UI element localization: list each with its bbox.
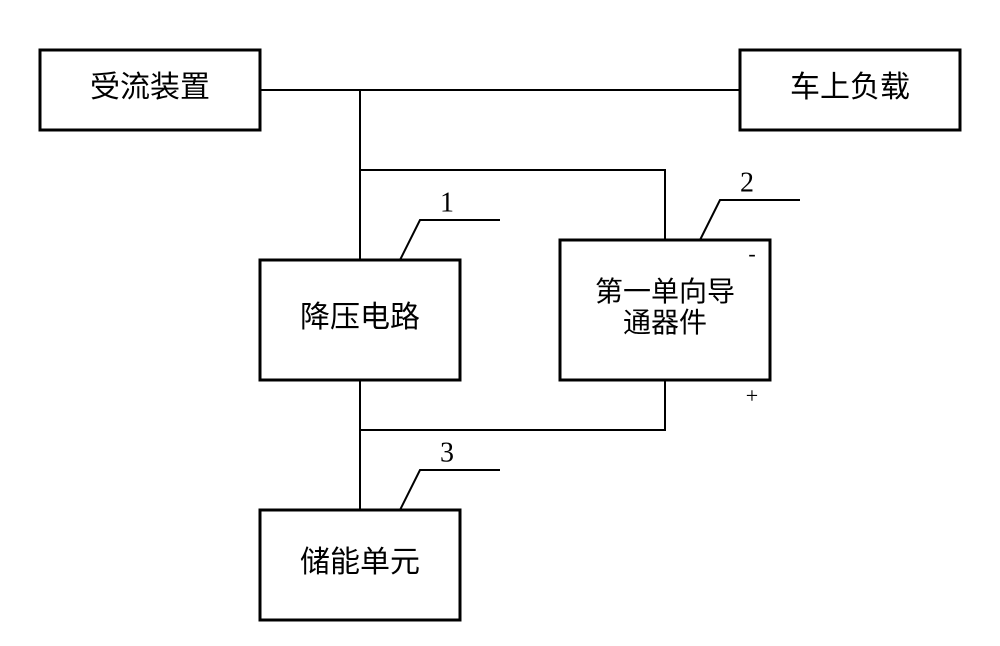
node-label-receiving_device: 受流装置 [90, 71, 210, 104]
minus-sign: - [748, 241, 755, 266]
plus-sign: + [746, 383, 758, 408]
node-onboard_load: 车上负载 [740, 50, 960, 130]
leader-first_diode [700, 200, 800, 240]
node-label1-first_diode: 第一单向导 [595, 276, 735, 308]
leader-buck_circuit [400, 220, 500, 260]
node-label-onboard_load: 车上负载 [790, 71, 910, 104]
refnum-buck_circuit: 1 [440, 187, 454, 218]
node-buck_circuit: 降压电路 [260, 260, 460, 380]
node-label-energy_storage: 储能单元 [300, 546, 420, 579]
node-energy_storage: 储能单元 [260, 510, 460, 620]
node-first_diode: 第一单向导通器件 [560, 240, 770, 380]
wire-diode-bottom-to-buck-down [360, 380, 665, 430]
node-label2-first_diode: 通器件 [623, 307, 707, 339]
wire-tee-down-branch-right [360, 170, 665, 240]
refnum-energy_storage: 3 [440, 437, 454, 468]
node-label-buck_circuit: 降压电路 [300, 301, 420, 334]
refnum-first_diode: 2 [740, 167, 754, 198]
leader-energy_storage [400, 470, 500, 510]
node-receiving_device: 受流装置 [40, 50, 260, 130]
